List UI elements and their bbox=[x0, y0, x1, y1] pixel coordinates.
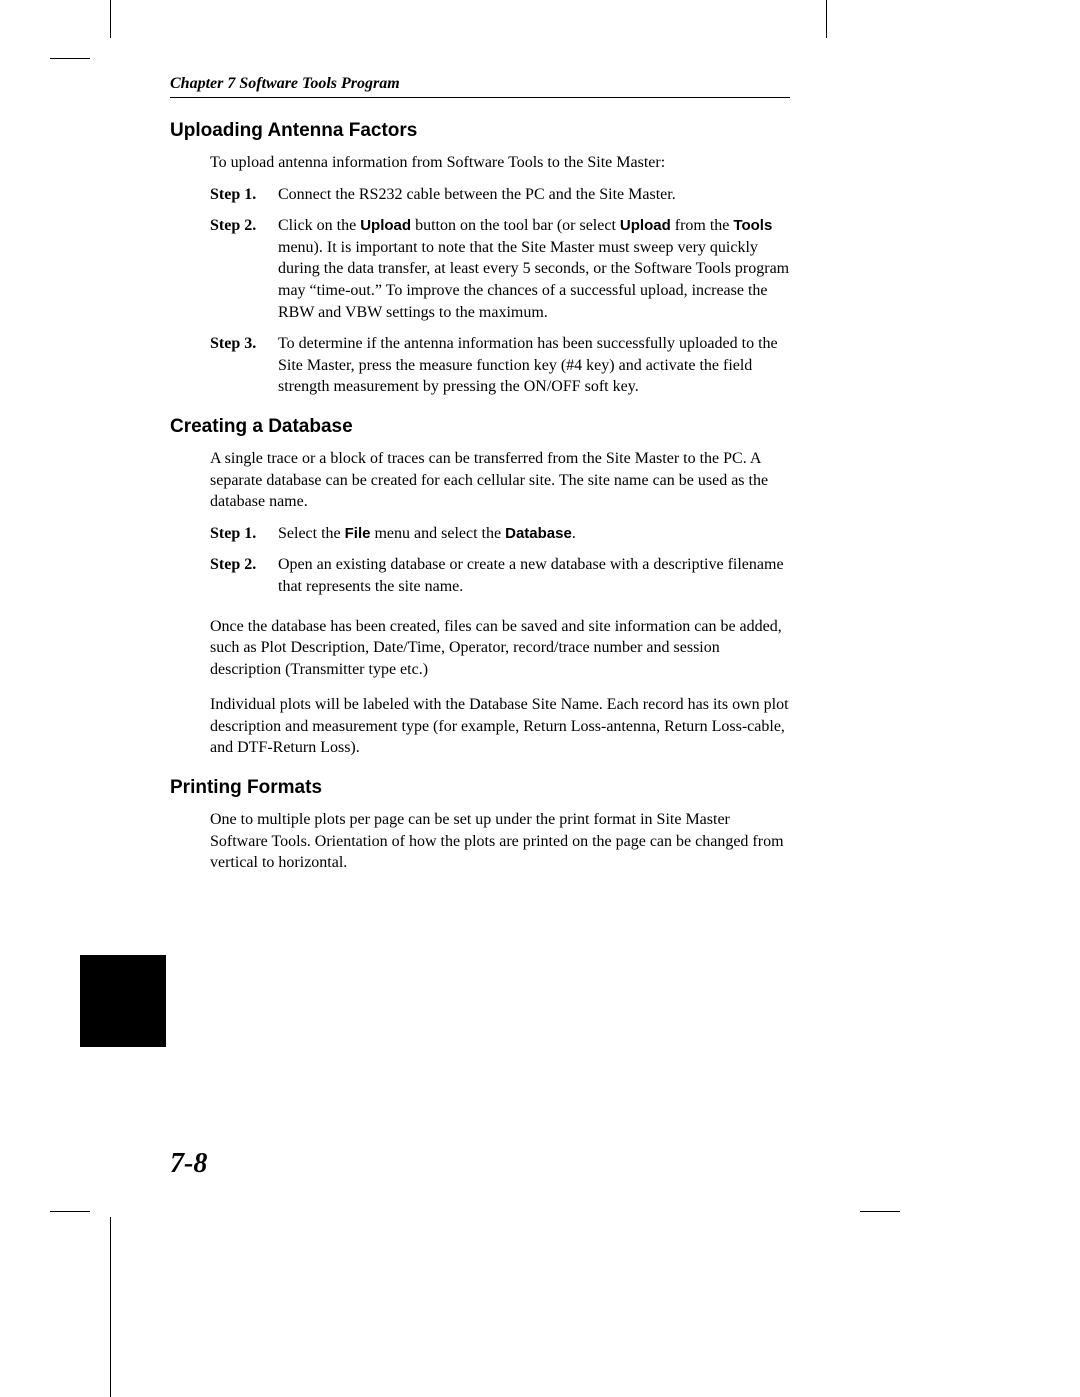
step-content: Select the File menu and select the Data… bbox=[278, 523, 790, 545]
step-label: Step 2. bbox=[210, 215, 278, 237]
step-content: To determine if the antenna information … bbox=[278, 333, 790, 398]
ui-term-database: Database bbox=[505, 525, 572, 542]
ui-term-tools: Tools bbox=[733, 217, 772, 234]
section-title-printing: Printing Formats bbox=[170, 777, 790, 799]
step-label: Step 3. bbox=[210, 333, 278, 355]
ui-term-upload: Upload bbox=[360, 217, 411, 234]
intro-uploading: To upload antenna information from Softw… bbox=[210, 152, 790, 174]
step-content: Connect the RS232 cable between the PC a… bbox=[278, 184, 790, 206]
step-row: Step 1. Connect the RS232 cable between … bbox=[210, 184, 790, 206]
step-row: Step 1. Select the File menu and select … bbox=[210, 523, 790, 545]
step-label: Step 2. bbox=[210, 554, 278, 576]
steps-uploading: Step 1. Connect the RS232 cable between … bbox=[210, 184, 790, 398]
step-content: Open an existing database or create a ne… bbox=[278, 554, 790, 597]
section-title-creating: Creating a Database bbox=[170, 416, 790, 438]
para-creating-2: Individual plots will be labeled with th… bbox=[210, 694, 790, 759]
text-fragment: menu and select the bbox=[370, 525, 505, 542]
text-fragment: . bbox=[572, 525, 576, 542]
step-row: Step 3. To determine if the antenna info… bbox=[210, 333, 790, 398]
crop-mark bbox=[110, 0, 111, 38]
crop-mark bbox=[860, 1211, 900, 1212]
para-creating-1: Once the database has been created, file… bbox=[210, 616, 790, 681]
intro-printing: One to multiple plots per page can be se… bbox=[210, 809, 790, 874]
crop-mark bbox=[110, 1217, 111, 1397]
text-fragment: button on the tool bar (or select bbox=[411, 217, 620, 234]
running-header: Chapter 7 Software Tools Program bbox=[170, 75, 790, 98]
step-label: Step 1. bbox=[210, 523, 278, 545]
text-fragment: Click on the bbox=[278, 217, 360, 234]
step-label: Step 1. bbox=[210, 184, 278, 206]
page-content: Chapter 7 Software Tools Program Uploadi… bbox=[170, 75, 790, 884]
crop-mark bbox=[50, 1211, 90, 1212]
intro-creating: A single trace or a block of traces can … bbox=[210, 448, 790, 513]
steps-creating: Step 1. Select the File menu and select … bbox=[210, 523, 790, 598]
chapter-tab-marker bbox=[80, 955, 166, 1047]
crop-mark bbox=[50, 58, 90, 59]
step-row: Step 2. Open an existing database or cre… bbox=[210, 554, 790, 597]
page-number: 7-8 bbox=[170, 1148, 207, 1180]
ui-term-upload: Upload bbox=[620, 217, 671, 234]
ui-term-file: File bbox=[345, 525, 371, 542]
crop-mark bbox=[826, 0, 827, 38]
step-row: Step 2. Click on the Upload button on th… bbox=[210, 215, 790, 323]
section-title-uploading: Uploading Antenna Factors bbox=[170, 120, 790, 142]
text-fragment: from the bbox=[671, 217, 734, 234]
text-fragment: menu). It is important to note that the … bbox=[278, 239, 789, 321]
text-fragment: Select the bbox=[278, 525, 345, 542]
step-content: Click on the Upload button on the tool b… bbox=[278, 215, 790, 323]
